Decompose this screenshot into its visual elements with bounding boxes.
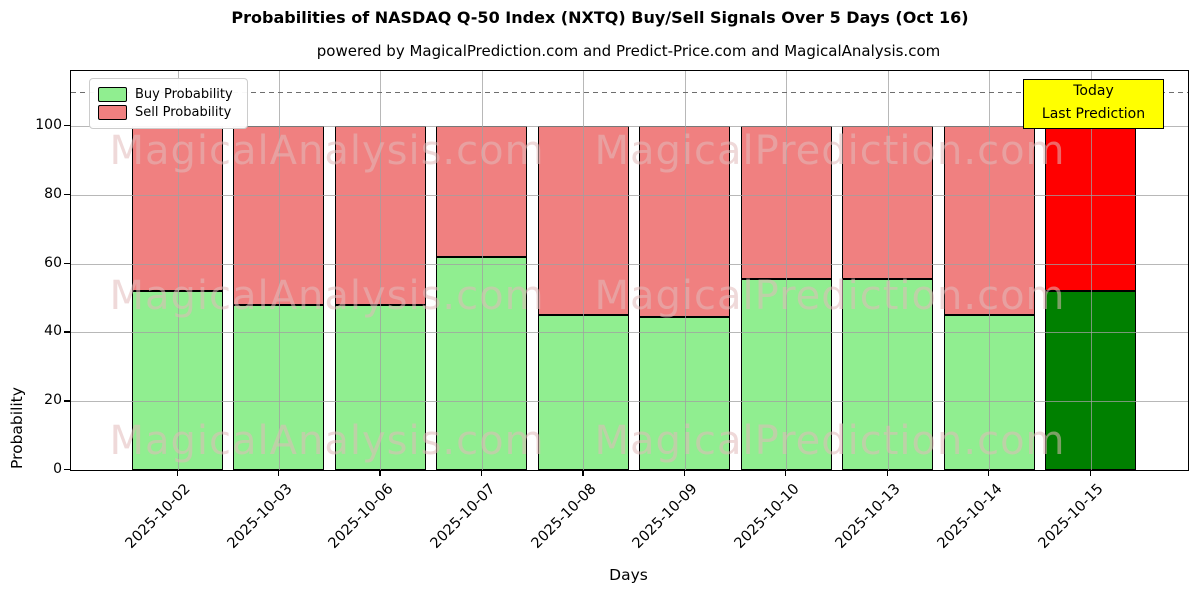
plot-area: Buy Probability Sell Probability Today L… [70,70,1189,471]
v-gridline [583,71,585,470]
chart-title: Probabilities of NASDAQ Q-50 Index (NXTQ… [231,8,969,27]
x-tick-mark-icon [277,470,280,476]
x-tick-label: 2025-10-02 [122,481,194,552]
v-gridline [887,71,889,470]
x-tick-mark-icon [988,470,990,476]
x-tick-label: 2025-10-06 [325,481,397,552]
y-tick-mark-icon [64,400,70,402]
x-tick-mark-icon [886,470,888,476]
v-gridline [278,71,280,470]
legend-swatch-buy-icon [98,87,127,102]
x-tick-mark-icon [683,470,686,476]
y-tick-mark-icon [64,193,70,196]
x-tick-label: 2025-10-13 [833,481,904,552]
y-tick-mark-icon [64,469,70,471]
today-annotation-box: Today Last Prediction [1023,79,1164,129]
h-gridline [71,126,1188,128]
legend-label-sell: Sell Probability [135,105,232,120]
v-gridline [177,71,179,470]
h-gridline [71,194,1188,196]
y-tick-label: 80 [44,185,62,202]
x-tick-mark-icon [582,470,584,476]
x-tick-label: 2025-10-07 [427,481,499,552]
today-annotation-line1: Today [1073,83,1114,99]
x-axis-label: Days [609,566,648,584]
x-tick-label: 2025-10-10 [731,481,803,552]
watermark-text: MagicalAnalysis.com [109,128,545,174]
chart-subtitle: powered by MagicalPrediction.com and Pre… [316,42,941,60]
legend: Buy Probability Sell Probability [89,78,248,129]
v-gridline [1090,71,1092,470]
x-tick-label: 2025-10-15 [1035,481,1107,552]
h-gridline [71,263,1188,265]
today-annotation-line2: Last Prediction [1041,106,1146,122]
x-tick-mark-icon [785,470,787,476]
y-tick-label: 20 [44,392,62,409]
x-tick-mark-icon [480,470,483,476]
v-gridline [481,71,483,470]
legend-label-buy: Buy Probability [135,87,233,102]
watermark-text: MagicalAnalysis.com [109,273,545,319]
x-tick-mark-icon [176,470,178,476]
v-gridline [989,71,991,470]
y-tick-mark-icon [64,262,70,264]
watermark-text: MagicalAnalysis.com [109,418,545,464]
legend-row-sell: Sell Probability [90,105,247,120]
legend-row-buy: Buy Probability [90,87,247,102]
h-gridline [71,332,1188,334]
watermark-text: MagicalPrediction.com [594,418,1066,464]
x-tick-label: 2025-10-03 [224,481,296,552]
y-tick-mark-icon [64,331,70,333]
v-gridline [786,71,788,470]
x-tick-mark-icon [1089,470,1091,476]
watermark-text: MagicalPrediction.com [594,273,1066,319]
x-tick-label: 2025-10-09 [630,481,702,552]
legend-swatch-sell-icon [98,105,127,120]
h-gridline [71,401,1188,403]
y-tick-label: 100 [35,117,62,134]
v-gridline [684,71,686,470]
y-tick-label: 0 [53,461,62,477]
x-tick-mark-icon [379,470,381,476]
dashed-threshold-line [71,91,1188,94]
y-tick-label: 60 [44,254,62,271]
x-tick-label: 2025-10-14 [934,481,1006,552]
v-gridline [380,71,382,470]
y-tick-mark-icon [64,125,70,127]
x-tick-label: 2025-10-08 [528,481,600,552]
watermark-text: MagicalPrediction.com [594,128,1066,174]
y-tick-label: 40 [44,323,62,340]
